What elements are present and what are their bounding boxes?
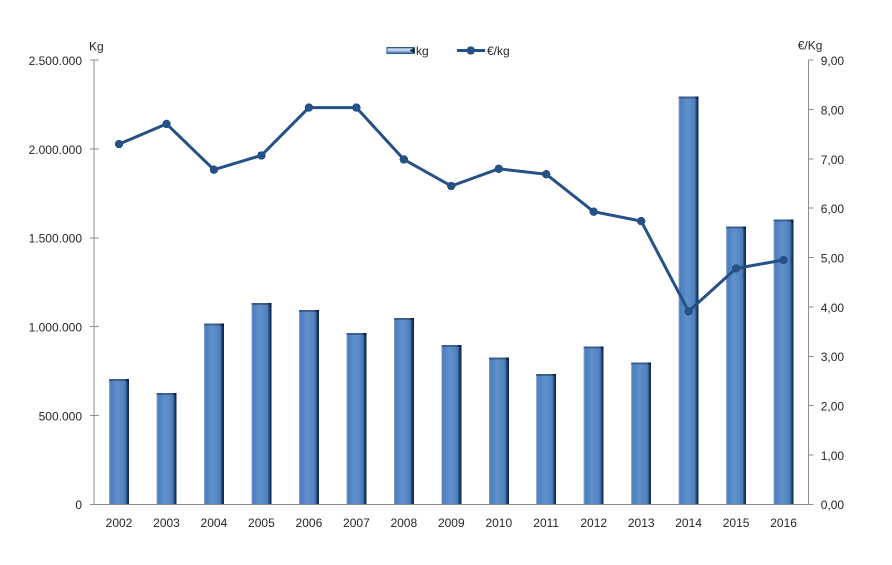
svg-text:1,00: 1,00 <box>821 449 845 463</box>
svg-text:5,00: 5,00 <box>821 252 845 266</box>
svg-text:€/kg: €/kg <box>487 44 510 58</box>
svg-text:2002: 2002 <box>106 516 133 530</box>
svg-text:kg: kg <box>416 44 429 58</box>
svg-text:2006: 2006 <box>296 516 323 530</box>
svg-text:1.000.000: 1.000.000 <box>29 321 83 335</box>
svg-text:2.000.000: 2.000.000 <box>29 143 83 157</box>
svg-text:8,00: 8,00 <box>821 103 845 117</box>
svg-text:2,00: 2,00 <box>821 400 845 414</box>
svg-text:2014: 2014 <box>675 516 702 530</box>
svg-text:3,00: 3,00 <box>821 350 845 364</box>
svg-text:7,00: 7,00 <box>821 153 845 167</box>
svg-text:2007: 2007 <box>343 516 370 530</box>
svg-text:2004: 2004 <box>201 516 228 530</box>
svg-text:€/Kg: €/Kg <box>798 39 823 53</box>
svg-text:6,00: 6,00 <box>821 202 845 216</box>
svg-text:2013: 2013 <box>628 516 655 530</box>
svg-text:2010: 2010 <box>485 516 512 530</box>
svg-text:2005: 2005 <box>248 516 275 530</box>
svg-text:2011: 2011 <box>533 516 559 530</box>
svg-text:0: 0 <box>75 498 82 512</box>
svg-text:Kg: Kg <box>89 40 104 54</box>
svg-text:500.000: 500.000 <box>39 409 83 423</box>
svg-text:2003: 2003 <box>153 516 180 530</box>
svg-text:4,00: 4,00 <box>821 301 845 315</box>
svg-text:2008: 2008 <box>390 516 417 530</box>
svg-text:1.500.000: 1.500.000 <box>29 232 83 246</box>
svg-text:0,00: 0,00 <box>821 498 845 512</box>
svg-text:9,00: 9,00 <box>821 54 845 68</box>
svg-text:2012: 2012 <box>580 516 607 530</box>
svg-text:2016: 2016 <box>770 516 797 530</box>
svg-text:2.500.000: 2.500.000 <box>29 54 83 68</box>
svg-text:2015: 2015 <box>723 516 750 530</box>
svg-text:2009: 2009 <box>438 516 465 530</box>
